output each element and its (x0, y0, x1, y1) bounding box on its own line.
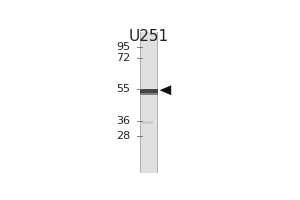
Text: 28: 28 (116, 131, 130, 141)
Bar (140, 121, 153, 124)
Text: U251: U251 (129, 29, 169, 44)
Bar (140, 32, 141, 173)
Polygon shape (160, 85, 171, 95)
Text: 95: 95 (116, 42, 130, 52)
Bar (140, 89, 158, 93)
Text: 36: 36 (116, 116, 130, 126)
Text: 55: 55 (116, 84, 130, 94)
Bar (140, 93, 158, 95)
Bar (157, 32, 158, 173)
Bar (140, 32, 158, 173)
Text: 72: 72 (116, 53, 130, 63)
